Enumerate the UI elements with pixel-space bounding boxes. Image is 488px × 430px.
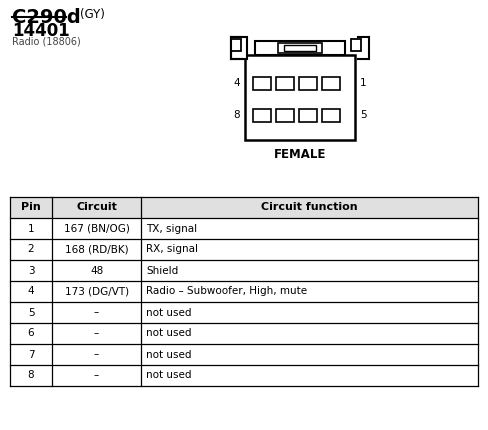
Text: Radio (18806): Radio (18806) <box>12 37 81 47</box>
Text: 168 (RD/BK): 168 (RD/BK) <box>65 245 128 255</box>
Bar <box>278 43 322 53</box>
Bar <box>231 39 241 51</box>
Text: 4: 4 <box>28 286 34 297</box>
Text: not used: not used <box>146 329 191 338</box>
Text: Radio – Subwoofer, High, mute: Radio – Subwoofer, High, mute <box>146 286 307 297</box>
Bar <box>231 37 247 59</box>
Text: RX, signal: RX, signal <box>146 245 198 255</box>
Text: not used: not used <box>146 371 191 381</box>
Bar <box>322 77 340 90</box>
Bar <box>253 77 271 90</box>
Text: 6: 6 <box>28 329 34 338</box>
Bar <box>299 109 317 122</box>
Text: 173 (DG/VT): 173 (DG/VT) <box>64 286 129 297</box>
Text: not used: not used <box>146 350 191 359</box>
Text: 5: 5 <box>28 307 34 317</box>
Bar <box>10 197 478 218</box>
Bar <box>351 39 361 51</box>
Text: 8: 8 <box>233 111 240 120</box>
Bar <box>276 77 294 90</box>
Bar <box>253 109 271 122</box>
Bar <box>284 45 316 51</box>
Text: 1: 1 <box>360 79 366 89</box>
Text: –: – <box>94 350 99 359</box>
Text: FEMALE: FEMALE <box>274 148 326 161</box>
Text: Circuit: Circuit <box>76 203 117 212</box>
Text: (GY): (GY) <box>80 8 105 21</box>
Text: 14401: 14401 <box>12 22 70 40</box>
Text: Shield: Shield <box>146 265 178 276</box>
Bar <box>245 55 355 140</box>
Text: not used: not used <box>146 307 191 317</box>
Text: –: – <box>94 371 99 381</box>
Text: 4: 4 <box>233 79 240 89</box>
Bar <box>276 109 294 122</box>
Text: TX, signal: TX, signal <box>146 224 197 233</box>
Text: –: – <box>94 329 99 338</box>
Text: 8: 8 <box>28 371 34 381</box>
Bar <box>255 41 345 55</box>
Text: 48: 48 <box>90 265 103 276</box>
Text: Circuit function: Circuit function <box>261 203 358 212</box>
Text: C290d: C290d <box>12 8 81 27</box>
Text: 1: 1 <box>28 224 34 233</box>
Bar <box>299 77 317 90</box>
Text: 5: 5 <box>360 111 366 120</box>
Text: 167 (BN/OG): 167 (BN/OG) <box>63 224 129 233</box>
Text: 7: 7 <box>28 350 34 359</box>
Text: Pin: Pin <box>21 203 41 212</box>
Bar <box>322 109 340 122</box>
Text: 3: 3 <box>28 265 34 276</box>
Text: –: – <box>94 307 99 317</box>
Text: 2: 2 <box>28 245 34 255</box>
